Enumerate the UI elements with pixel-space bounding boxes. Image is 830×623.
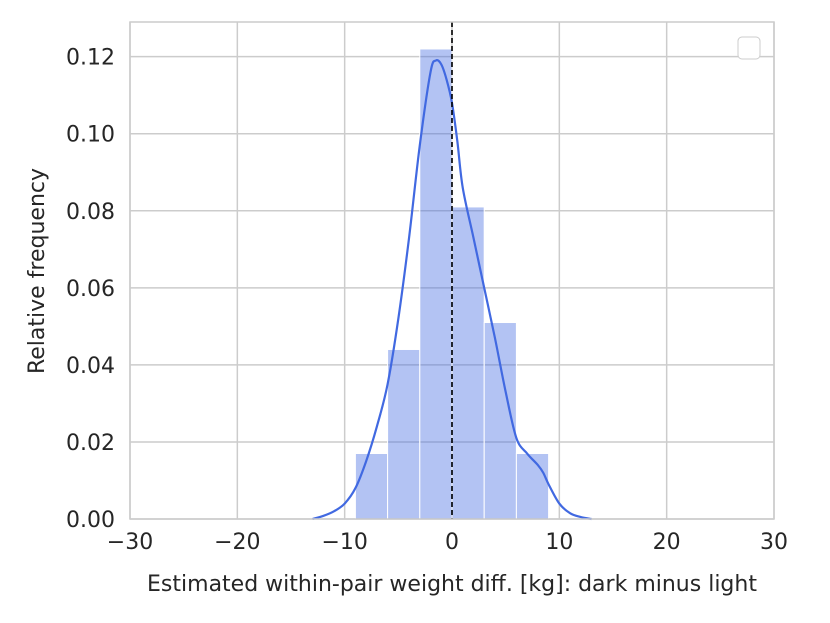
y-tick-label: 0.12 — [66, 46, 115, 71]
x-tick-labels: −30 −20 −10 0 10 20 30 — [107, 530, 788, 555]
x-tick-label: 30 — [760, 530, 788, 555]
y-tick-label: 0.06 — [66, 277, 115, 302]
legend-box — [737, 36, 761, 60]
x-tick-label: −10 — [321, 530, 367, 555]
histogram-bar — [515, 453, 550, 520]
histogram-bar — [451, 206, 485, 520]
y-tick-label: 0.10 — [66, 123, 115, 148]
y-tick-label: 0.02 — [66, 431, 115, 456]
plot-frame — [129, 21, 775, 520]
x-tick-label: 20 — [653, 530, 681, 555]
y-tick-label: 0.08 — [66, 200, 115, 225]
x-tick-label: 0 — [445, 530, 459, 555]
x-axis-label: Estimated within-pair weight diff. [kg]:… — [147, 572, 757, 597]
y-tick-label: 0.00 — [66, 508, 115, 533]
histogram-bar — [387, 348, 421, 520]
x-tick-label: −30 — [107, 530, 153, 555]
kde-curve-group — [312, 59, 592, 521]
x-tick-label: 10 — [545, 530, 573, 555]
kde-curve — [312, 59, 592, 521]
y-tick-label: 0.04 — [66, 354, 115, 379]
y-axis-label: Relative frequency — [25, 168, 50, 374]
histogram-bars — [354, 48, 550, 520]
histogram-bar — [354, 453, 389, 520]
y-tick-labels: 0.00 0.02 0.04 0.06 0.08 0.10 0.12 — [66, 46, 115, 533]
x-tick-label: −20 — [214, 530, 260, 555]
histogram-bar — [419, 48, 453, 520]
